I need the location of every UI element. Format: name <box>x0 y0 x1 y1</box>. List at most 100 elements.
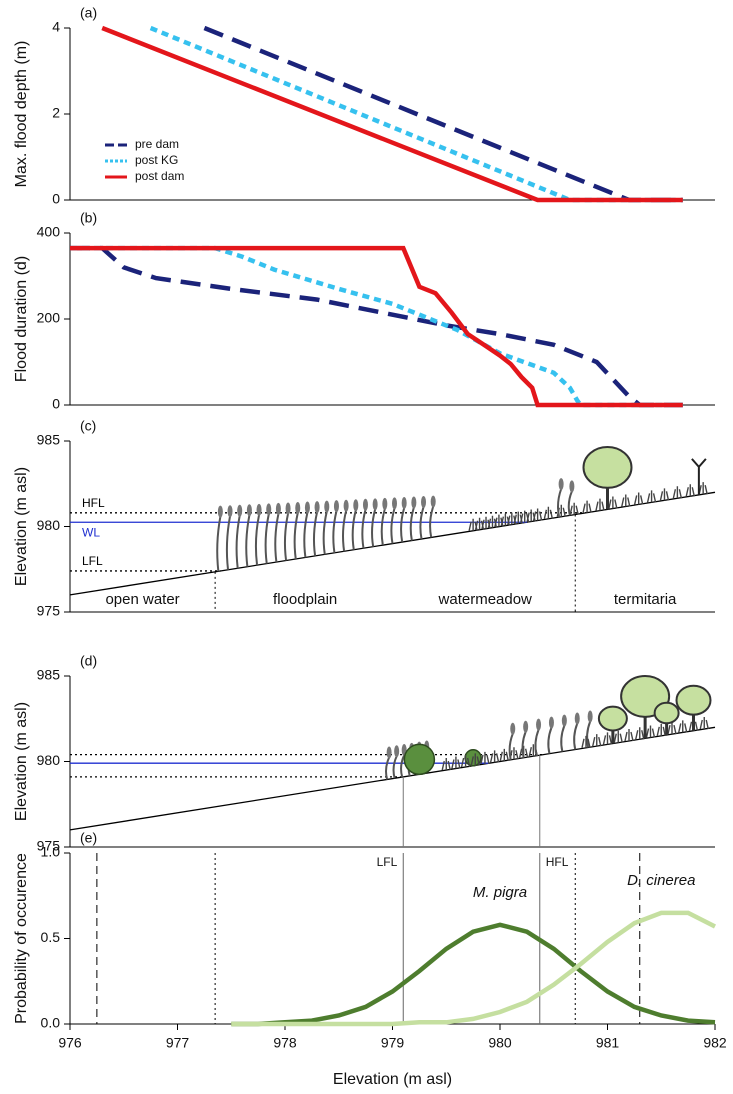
vegetation <box>581 735 591 748</box>
vegetation <box>400 754 406 778</box>
y-tick-label: 0 <box>52 191 60 207</box>
reference-label: HFL <box>546 855 569 869</box>
vegetation <box>558 478 564 491</box>
vegetation <box>256 503 262 516</box>
vegetation <box>624 728 634 742</box>
zone-label: open water <box>105 591 179 608</box>
data-line <box>70 245 683 408</box>
vegetation <box>613 730 623 743</box>
vegetation <box>489 750 500 763</box>
vegetation <box>460 754 471 768</box>
vegetation <box>602 732 613 745</box>
vegetation <box>411 496 417 509</box>
vegetation <box>678 720 688 733</box>
vegetation <box>523 720 529 733</box>
vegetation <box>569 480 575 493</box>
y-axis-label: Elevation (m asl) <box>13 467 30 586</box>
vegetation <box>285 502 291 515</box>
vegetation <box>304 501 310 514</box>
panel-label: (a) <box>80 5 97 21</box>
vegetation <box>521 731 527 758</box>
legend-label: post dam <box>135 169 184 183</box>
x-tick-label: 981 <box>596 1035 620 1051</box>
vegetation <box>582 446 633 489</box>
vegetation <box>312 511 319 557</box>
y-axis-label: Probability of occurence <box>13 853 30 1024</box>
level-label: WL <box>82 525 100 539</box>
vegetation <box>353 499 359 512</box>
y-tick-label: 975 <box>37 838 61 854</box>
data-line <box>70 245 683 408</box>
vegetation <box>597 705 628 732</box>
vegetation <box>508 733 514 761</box>
vegetation <box>362 498 368 511</box>
y-tick-label: 975 <box>37 603 61 619</box>
vegetation <box>283 513 290 561</box>
vegetation <box>421 496 427 509</box>
y-tick-label: 200 <box>37 310 61 326</box>
vegetation <box>608 496 618 509</box>
data-line <box>70 245 683 408</box>
reference-label: LFL <box>377 855 398 869</box>
y-tick-label: 4 <box>52 19 60 35</box>
vegetation <box>587 710 593 723</box>
vegetation <box>557 488 563 518</box>
vegetation <box>592 734 602 747</box>
vegetation <box>361 509 367 549</box>
vegetation <box>390 508 396 544</box>
zone-label: termitaria <box>614 591 677 608</box>
vegetation <box>548 716 554 729</box>
vegetation <box>656 723 666 737</box>
vegetation <box>322 511 328 555</box>
x-tick-label: 977 <box>166 1035 190 1051</box>
y-axis-label: Max. flood depth (m) <box>13 41 30 188</box>
vegetation <box>499 748 509 761</box>
vegetation <box>574 712 580 725</box>
vegetation <box>480 751 490 765</box>
vegetation <box>385 757 391 780</box>
vegetation <box>372 498 378 511</box>
vegetation <box>274 513 280 563</box>
panel-label: (d) <box>80 653 97 669</box>
vegetation <box>646 490 657 503</box>
vegetation <box>371 509 377 547</box>
vegetation <box>633 492 644 505</box>
vegetation <box>451 756 461 769</box>
y-tick-label: 980 <box>37 517 61 533</box>
vegetation <box>672 486 683 499</box>
vegetation <box>685 484 695 497</box>
vegetation <box>343 499 349 512</box>
vegetation <box>659 488 670 501</box>
vegetation <box>235 515 241 569</box>
zone-label: watermeadow <box>438 591 533 608</box>
vegetation <box>380 508 386 546</box>
vegetation <box>295 501 301 514</box>
vegetation <box>595 498 605 511</box>
vegetation <box>386 746 392 759</box>
vegetation <box>675 684 712 716</box>
vegetation <box>293 512 299 560</box>
vegetation <box>227 505 233 518</box>
vegetation <box>536 718 542 731</box>
vegetation <box>392 497 397 510</box>
series-label: M. pigra <box>473 884 527 901</box>
vegetation <box>419 506 425 540</box>
vegetation <box>324 500 330 513</box>
vegetation <box>401 496 407 509</box>
vegetation <box>621 494 631 507</box>
y-tick-label: 0 <box>52 396 60 412</box>
vegetation <box>217 505 223 518</box>
vegetation <box>561 714 567 727</box>
vegetation <box>342 510 348 552</box>
x-tick-label: 982 <box>703 1035 727 1051</box>
y-tick-label: 985 <box>37 667 61 683</box>
vegetation <box>400 507 406 543</box>
vegetation <box>560 725 566 752</box>
vegetation <box>510 722 516 735</box>
y-tick-label: 1.0 <box>41 844 61 860</box>
y-axis-label: Elevation (m asl) <box>13 702 30 821</box>
vegetation <box>586 721 592 748</box>
x-tick-label: 979 <box>381 1035 405 1051</box>
